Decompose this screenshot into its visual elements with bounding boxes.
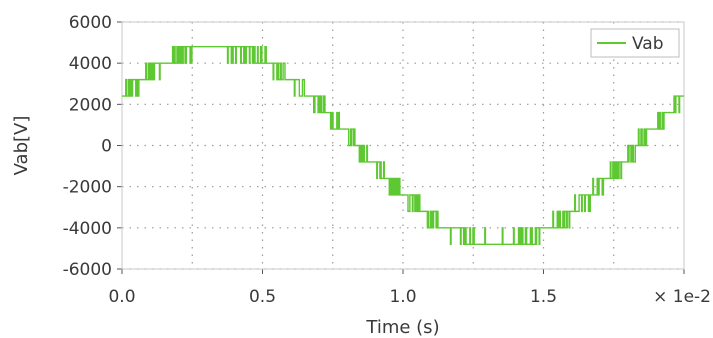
legend-label-vab: Vab: [632, 34, 664, 54]
x-tick-label: 0.0: [108, 287, 135, 307]
x-axis-ticks: 0.0 0.5 1.0 1.5: [108, 269, 685, 307]
legend: Vab: [590, 28, 680, 58]
x-tick-label: 1.5: [530, 287, 557, 307]
x-axis-multiplier: × 1e-2: [653, 287, 711, 307]
y-tick-label: 6000: [69, 13, 112, 33]
x-tick-label: 1.0: [389, 287, 416, 307]
y-tick-label: 0: [101, 137, 112, 157]
x-axis-title: Time (s): [365, 317, 439, 338]
x-tick-label: 0.5: [249, 287, 276, 307]
y-tick-label: -4000: [63, 219, 112, 239]
grid: [122, 21, 684, 270]
series-group: [122, 46, 684, 245]
y-tick-label: -2000: [63, 178, 112, 198]
series-line-vab: [122, 46, 684, 245]
y-tick-label: 4000: [69, 54, 112, 74]
y-axis-title: Vab[V]: [11, 116, 32, 176]
y-axis-ticks: 6000 4000 2000 0 -2000 -4000 -6000: [63, 13, 122, 280]
plot-frame: [121, 21, 685, 270]
y-tick-label: 2000: [69, 95, 112, 115]
y-tick-label: -6000: [63, 260, 112, 280]
